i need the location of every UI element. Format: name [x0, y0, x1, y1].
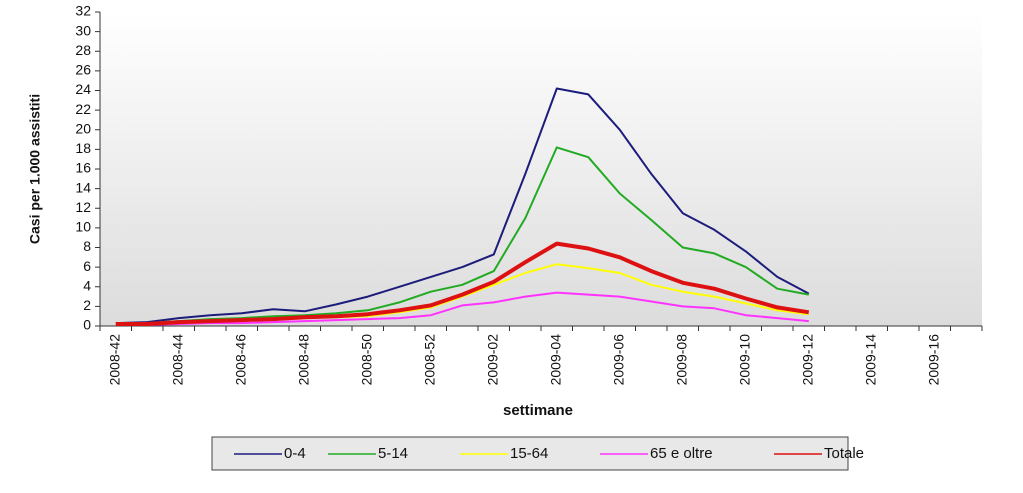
- y-tick-label: 16: [75, 160, 91, 176]
- x-tick-label: 2009-10: [736, 334, 752, 386]
- y-tick-label: 10: [75, 219, 91, 235]
- y-axis-label: Casi per 1.000 assistiti: [27, 94, 43, 244]
- legend-label: 15-64: [510, 445, 548, 462]
- y-tick-label: 14: [75, 179, 91, 195]
- y-tick-label: 32: [75, 3, 91, 19]
- x-tick-label: 2009-06: [610, 334, 626, 386]
- x-tick-label: 2008-42: [106, 334, 122, 386]
- plot-area: [100, 12, 982, 326]
- series-line: [115, 87, 810, 325]
- legend-box: [211, 436, 849, 471]
- series-line: [115, 291, 809, 326]
- y-tick-label: 4: [83, 277, 91, 293]
- x-tick-label: 2009-02: [484, 334, 500, 386]
- x-tick-label: 2008-48: [295, 334, 311, 386]
- x-tick-label: 2008-52: [421, 334, 437, 386]
- x-tick-label: 2009-14: [862, 334, 878, 386]
- y-tick-label: 2: [83, 297, 91, 313]
- y-tick-label: 24: [75, 81, 91, 97]
- x-tick-label: 2009-16: [925, 334, 941, 386]
- y-tick-label: 8: [83, 238, 91, 254]
- y-tick-label: 12: [75, 199, 91, 215]
- x-tick-label: 2008-44: [169, 334, 185, 386]
- y-tick-label: 0: [83, 317, 91, 333]
- x-tick-label: 2008-46: [232, 334, 248, 386]
- x-axis-label: settimane: [503, 402, 573, 419]
- legend-label: 65 e oltre: [650, 445, 713, 462]
- legend-label: Totale: [824, 445, 864, 462]
- legend-label: 0-4: [284, 445, 306, 462]
- y-tick-label: 6: [83, 258, 91, 274]
- y-tick-label: 20: [75, 120, 91, 136]
- legend-label: 5-14: [378, 445, 408, 462]
- y-tick-label: 28: [75, 42, 91, 58]
- y-tick-label: 26: [75, 62, 91, 78]
- y-tick-label: 22: [75, 101, 91, 117]
- x-tick-label: 2009-12: [799, 334, 815, 386]
- x-tick-label: 2008-50: [358, 334, 374, 386]
- x-tick-label: 2009-08: [673, 334, 689, 386]
- y-tick-label: 30: [75, 22, 91, 38]
- y-tick-label: 18: [75, 140, 91, 156]
- series-line: [115, 241, 810, 326]
- x-tick-label: 2009-04: [547, 334, 563, 386]
